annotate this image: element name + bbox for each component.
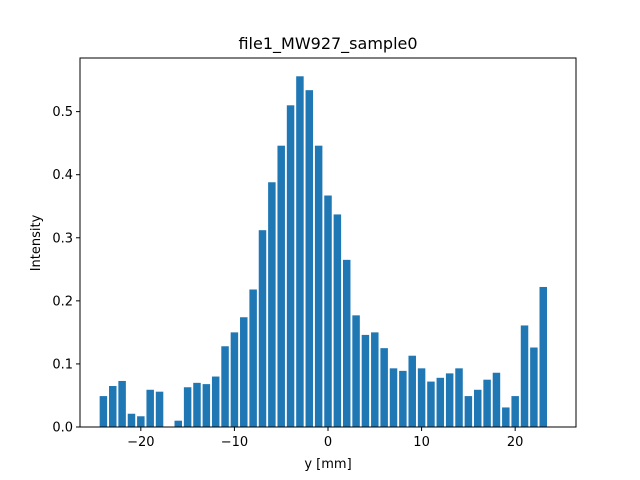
- x-tick-label: 0: [324, 435, 332, 450]
- x-axis-label: y [mm]: [304, 457, 351, 472]
- bar: [464, 396, 473, 427]
- bar: [473, 389, 482, 427]
- bar: [155, 391, 164, 427]
- y-tick-label: 0.4: [52, 168, 73, 183]
- bar: [445, 373, 454, 427]
- bar: [137, 416, 145, 427]
- chart-title: file1_MW927_sample0: [238, 34, 417, 54]
- x-tick-label: 10: [413, 435, 430, 450]
- y-tick-label: 0.0: [52, 421, 73, 436]
- y-axis: 0.0 0.1 0.2 0.3 0.4 0.5: [52, 105, 80, 436]
- bar: [520, 325, 529, 427]
- bar: [230, 332, 239, 427]
- bar: [342, 259, 351, 427]
- bar: [174, 420, 183, 427]
- bar: [380, 348, 388, 427]
- x-tick-label: 20: [507, 435, 524, 450]
- bar: [296, 76, 304, 427]
- bar: [305, 90, 314, 428]
- bar: [146, 389, 154, 427]
- y-tick-label: 0.2: [52, 294, 73, 309]
- bar: [427, 381, 435, 427]
- bar: [455, 368, 463, 427]
- bar: [193, 382, 201, 427]
- bar: [417, 368, 426, 427]
- bar: [389, 368, 398, 427]
- bar: [324, 195, 332, 427]
- bar: [258, 230, 267, 427]
- bar: [109, 386, 117, 427]
- bar: [286, 105, 295, 427]
- bar: [399, 370, 407, 427]
- bar: [240, 317, 248, 427]
- x-tick-label: −10: [221, 435, 248, 450]
- bars-group: [99, 76, 547, 428]
- bar: [361, 334, 370, 427]
- bar: [99, 396, 108, 427]
- x-tick-label: −20: [127, 435, 154, 450]
- bar: [502, 407, 510, 427]
- y-tick-label: 0.1: [52, 357, 73, 372]
- y-axis-label: Intensity: [29, 214, 44, 271]
- bar: [333, 214, 342, 427]
- bar: [492, 372, 501, 427]
- bar: [436, 377, 445, 427]
- bar: [118, 380, 126, 427]
- bar: [127, 413, 136, 427]
- bar: [483, 379, 491, 427]
- bar: [539, 286, 547, 427]
- bar: [511, 396, 519, 427]
- bar: [314, 145, 323, 427]
- bar: [530, 347, 538, 427]
- y-tick-label: 0.5: [52, 105, 73, 120]
- bar: [277, 145, 285, 427]
- bar: [249, 289, 257, 427]
- bar: [221, 346, 229, 427]
- y-tick-label: 0.3: [52, 231, 73, 246]
- bar: [408, 355, 416, 427]
- bar: [202, 384, 211, 427]
- bar: [268, 182, 276, 427]
- bar: [371, 332, 379, 427]
- bar: [183, 387, 192, 427]
- bar: [211, 376, 220, 427]
- bar: [352, 315, 360, 427]
- x-axis: −20 −10 0 10 20: [127, 427, 523, 450]
